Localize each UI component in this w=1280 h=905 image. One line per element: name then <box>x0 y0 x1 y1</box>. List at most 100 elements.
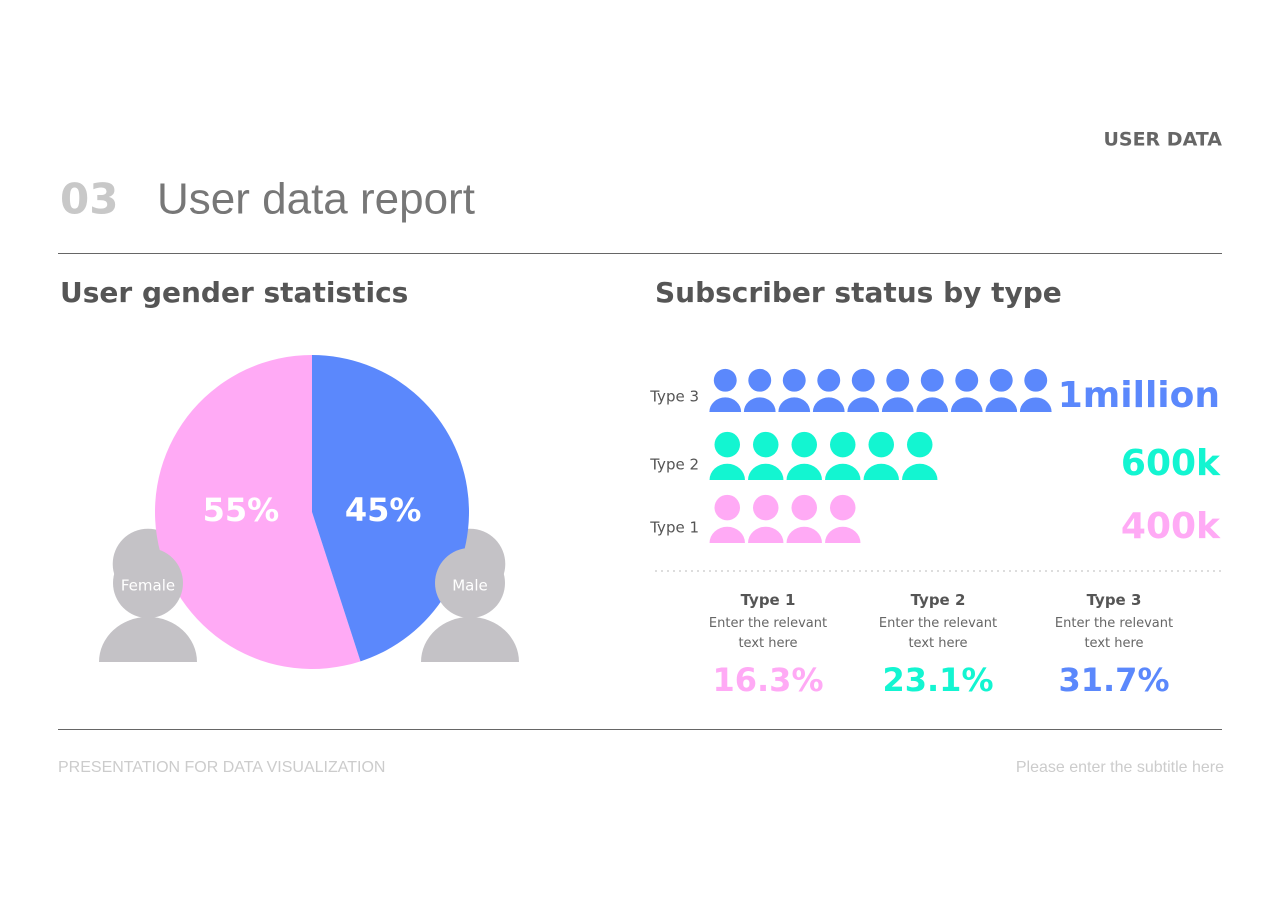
slice-label: 55% <box>203 491 280 529</box>
person-head <box>817 368 841 392</box>
person-body <box>99 616 197 662</box>
person-body <box>847 397 880 412</box>
stat-value: 23.1% <box>882 661 994 699</box>
person-head <box>791 494 818 521</box>
category-label: Male <box>452 577 488 595</box>
stat-value: 16.3% <box>712 661 824 699</box>
person-body <box>825 526 861 543</box>
person-head <box>435 548 505 618</box>
row-label: Type 2 <box>649 456 699 474</box>
person-icon <box>709 368 742 412</box>
person-head <box>752 431 779 458</box>
person-head <box>829 431 856 458</box>
person-body <box>709 526 745 543</box>
person-body <box>786 526 822 543</box>
row-label: Type 1 <box>649 519 699 537</box>
person-body <box>709 463 745 480</box>
person-head <box>752 494 779 521</box>
person-head <box>829 494 856 521</box>
person-icon <box>778 368 811 412</box>
stat-block: Type 1 Enter the relevant text here 16.3% <box>693 586 843 702</box>
pictogram-row <box>709 431 938 480</box>
stat-title: Type 3 <box>1086 591 1142 609</box>
row-label: Type 3 <box>649 388 699 406</box>
footer-left: PRESENTATION FOR DATA VISUALIZATION <box>58 759 385 776</box>
slice-label: 45% <box>345 491 422 529</box>
person-body <box>812 397 845 412</box>
person-head <box>714 494 741 521</box>
pictogram-row <box>709 494 861 543</box>
person-head <box>906 431 933 458</box>
person-icon <box>748 431 784 480</box>
person-head <box>989 368 1013 392</box>
person-icon <box>1019 368 1052 412</box>
section-label: USER DATA <box>1103 129 1222 151</box>
stat-value: 31.7% <box>1058 661 1170 699</box>
person-body <box>950 397 983 412</box>
stat-block: Type 2 Enter the relevant text here 23.1% <box>863 586 1013 702</box>
pie-slice <box>154 355 361 669</box>
person-head <box>113 548 183 618</box>
person-icon <box>863 431 899 480</box>
section-number: 03 <box>60 175 118 224</box>
value-label: 600k <box>1121 443 1221 484</box>
person-head <box>748 368 772 392</box>
person-head <box>868 431 895 458</box>
person-body <box>916 397 949 412</box>
person-head <box>791 431 818 458</box>
person-body <box>748 526 784 543</box>
person-body <box>709 397 742 412</box>
value-label: 1million <box>1058 375 1220 416</box>
person-icon <box>902 431 938 480</box>
pie-slice <box>312 355 469 662</box>
person-body <box>786 463 822 480</box>
person-icon <box>709 494 745 543</box>
footer-right: Please enter the subtitle here <box>1016 759 1224 776</box>
person-icon <box>709 431 745 480</box>
person-icon <box>825 431 861 480</box>
person-body <box>881 397 914 412</box>
page-title: User data report <box>157 175 475 224</box>
person-head <box>955 368 979 392</box>
person-icon <box>748 494 784 543</box>
person-body <box>863 463 899 480</box>
person-head <box>886 368 910 392</box>
person-icon <box>916 368 949 412</box>
person-body <box>825 463 861 480</box>
person-icon <box>881 368 914 412</box>
stat-title: Type 1 <box>740 591 796 609</box>
person-head <box>920 368 944 392</box>
person-icon <box>812 368 845 412</box>
person-body <box>902 463 938 480</box>
category-label: Female <box>121 577 175 595</box>
person-icon <box>950 368 983 412</box>
pictogram-row <box>709 368 1052 412</box>
person-icon <box>825 494 861 543</box>
person-body <box>748 463 784 480</box>
person-body <box>778 397 811 412</box>
stat-text: Enter the relevant text here <box>708 616 828 651</box>
person-body <box>421 616 519 662</box>
value-label: 400k <box>1121 506 1221 547</box>
person-icon <box>786 431 822 480</box>
person-body <box>1019 397 1052 412</box>
person-icon <box>743 368 776 412</box>
person-head <box>714 431 741 458</box>
person-head <box>1024 368 1048 392</box>
person-body <box>985 397 1018 412</box>
chart-title: Subscriber status by type <box>655 276 1062 309</box>
person-head <box>851 368 875 392</box>
person-icon <box>847 368 880 412</box>
person-body <box>743 397 776 412</box>
chart-title: User gender statistics <box>60 276 408 309</box>
person-icon <box>985 368 1018 412</box>
person-head <box>782 368 806 392</box>
person-icon <box>786 494 822 543</box>
stat-text: Enter the relevant text here <box>878 616 998 651</box>
stat-text: Enter the relevant text here <box>1054 616 1174 651</box>
stat-block: Type 3 Enter the relevant text here 31.7% <box>1039 586 1189 702</box>
person-head <box>713 368 737 392</box>
stat-title: Type 2 <box>910 591 966 609</box>
